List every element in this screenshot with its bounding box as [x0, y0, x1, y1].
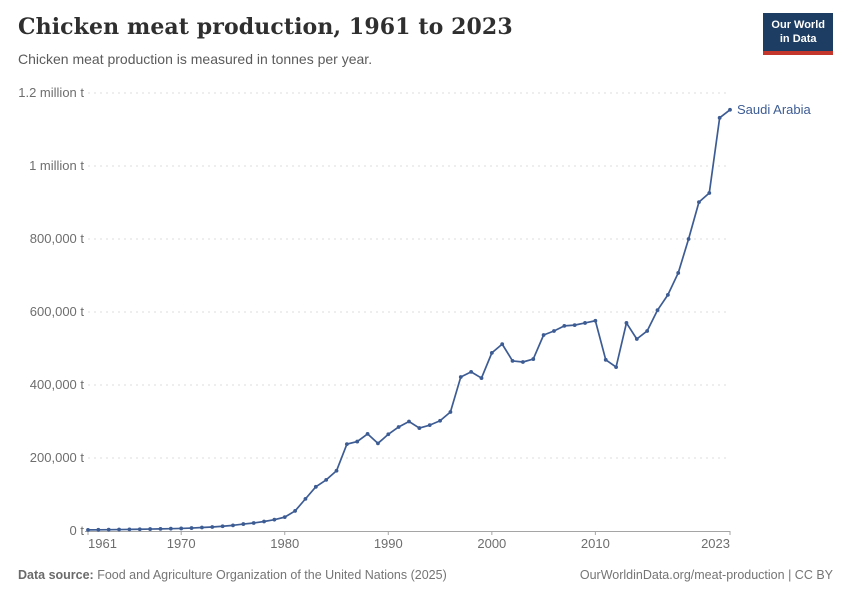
series-label-saudi-arabia[interactable]: Saudi Arabia: [737, 101, 811, 117]
footer-separator: |: [784, 568, 795, 582]
data-source-text: Food and Agriculture Organization of the…: [97, 568, 447, 582]
chart-footer: Data source: Food and Agriculture Organi…: [18, 568, 833, 582]
license-link[interactable]: CC BY: [794, 568, 833, 582]
owid-logo-line2: in Data: [779, 33, 817, 46]
owid-logo[interactable]: Our World in Data: [763, 13, 833, 55]
owid-logo-line1: Our World: [771, 19, 825, 31]
chart-url-link[interactable]: OurWorldinData.org/meat-production: [579, 568, 785, 582]
chart-subtitle: Chicken meat production is measured in t…: [18, 51, 373, 67]
footer-links: OurWorldinData.org/meat-production | CC …: [580, 568, 833, 582]
chart-title: Chicken meat production, 1961 to 2023: [18, 14, 513, 40]
data-source-label: Data source:: [18, 568, 94, 582]
data-source-note: Data source: Food and Agriculture Organi…: [18, 568, 447, 582]
